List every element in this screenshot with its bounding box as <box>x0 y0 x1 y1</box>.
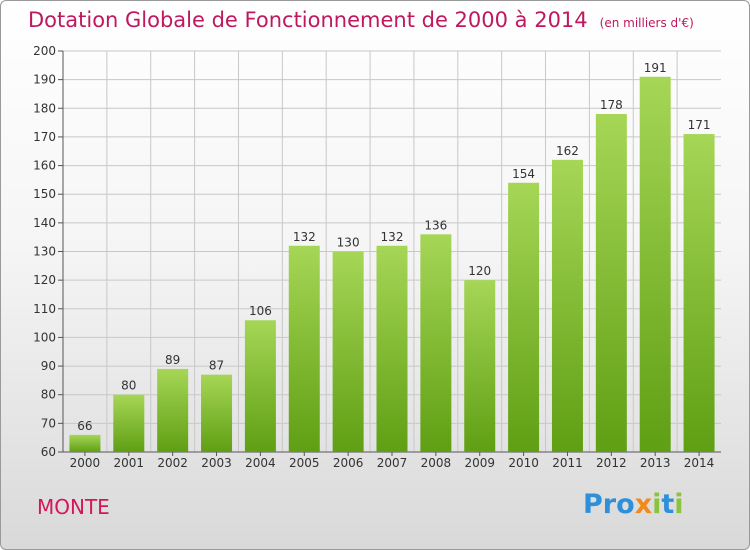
logo-letter: t <box>661 489 675 520</box>
y-tick-label: 150 <box>33 187 56 201</box>
y-tick-label: 160 <box>33 159 56 173</box>
bar <box>69 434 101 452</box>
bar <box>332 251 364 452</box>
chart-title-text: Dotation Globale de Fonctionnement de 20… <box>28 8 588 32</box>
data-label: 171 <box>688 118 711 132</box>
proxiti-logo: Proxiti <box>583 489 684 520</box>
bar <box>244 320 276 452</box>
bar <box>551 159 583 453</box>
bar <box>508 182 540 452</box>
y-tick-label: 100 <box>33 330 56 344</box>
y-tick-label: 170 <box>33 130 56 144</box>
data-label: 178 <box>600 98 623 112</box>
y-tick-label: 190 <box>33 73 56 87</box>
bar <box>113 394 145 452</box>
chart-title: Dotation Globale de Fonctionnement de 20… <box>28 8 694 32</box>
data-label: 80 <box>121 379 136 393</box>
x-tick-label: 2012 <box>596 456 627 470</box>
data-label: 162 <box>556 144 579 158</box>
commune-name: MONTE <box>37 495 110 519</box>
bar <box>683 134 715 453</box>
data-label: 89 <box>165 353 180 367</box>
bar <box>464 280 496 452</box>
x-tick-label: 2014 <box>684 456 715 470</box>
x-tick-label: 2011 <box>552 456 583 470</box>
data-label: 66 <box>77 419 92 433</box>
bar <box>288 245 320 452</box>
data-label: 132 <box>293 230 316 244</box>
y-tick-label: 60 <box>41 445 56 459</box>
chart-unit: (en milliers d'€) <box>599 16 694 30</box>
bar <box>157 368 189 452</box>
y-tick-label: 140 <box>33 216 56 230</box>
x-tick-label: 2010 <box>508 456 539 470</box>
data-label: 120 <box>468 264 491 278</box>
labels: 66 2000 80 2001 89 2002 87 2003 106 2004 132 2005 13… <box>70 61 715 470</box>
data-label: 132 <box>381 230 404 244</box>
x-tick-label: 2013 <box>640 456 671 470</box>
logo-letter: i <box>652 489 662 520</box>
bar <box>595 114 627 452</box>
y-tick-label: 130 <box>33 245 56 259</box>
x-tick-label: 2009 <box>464 456 495 470</box>
x-tick-label: 2006 <box>333 456 364 470</box>
bar <box>639 76 671 453</box>
x-tick-label: 2004 <box>245 456 276 470</box>
y-tick-label: 110 <box>33 302 56 316</box>
bar <box>420 234 452 452</box>
logo-letter: x <box>634 489 653 520</box>
logo-letter: i <box>674 489 684 520</box>
y-tick-label: 200 <box>33 44 56 58</box>
x-tick-label: 2002 <box>157 456 188 470</box>
data-label: 154 <box>512 167 535 181</box>
logo-letter: P <box>583 489 603 520</box>
bar <box>376 245 408 452</box>
data-label: 136 <box>424 218 447 232</box>
x-tick-label: 2005 <box>289 456 320 470</box>
data-label: 87 <box>209 359 224 373</box>
y-tick-label: 90 <box>41 359 56 373</box>
bar <box>201 374 233 452</box>
data-label: 130 <box>337 236 360 250</box>
x-tick-label: 2001 <box>114 456 145 470</box>
x-tick-label: 2000 <box>70 456 101 470</box>
logo-letter: o <box>616 489 635 520</box>
x-tick-label: 2008 <box>421 456 452 470</box>
x-tick-label: 2003 <box>201 456 232 470</box>
logo-letter: r <box>602 489 617 520</box>
bars <box>69 76 715 453</box>
y-tick-label: 120 <box>33 273 56 287</box>
data-label: 191 <box>644 61 667 75</box>
y-tick-label: 70 <box>41 416 56 430</box>
data-label: 106 <box>249 304 272 318</box>
axes: 60 70 80 90 100 110 120 130 140 150 160 170 180 190 20… <box>33 44 721 459</box>
y-tick-label: 180 <box>33 101 56 115</box>
y-tick-label: 80 <box>41 388 56 402</box>
x-tick-label: 2007 <box>377 456 408 470</box>
